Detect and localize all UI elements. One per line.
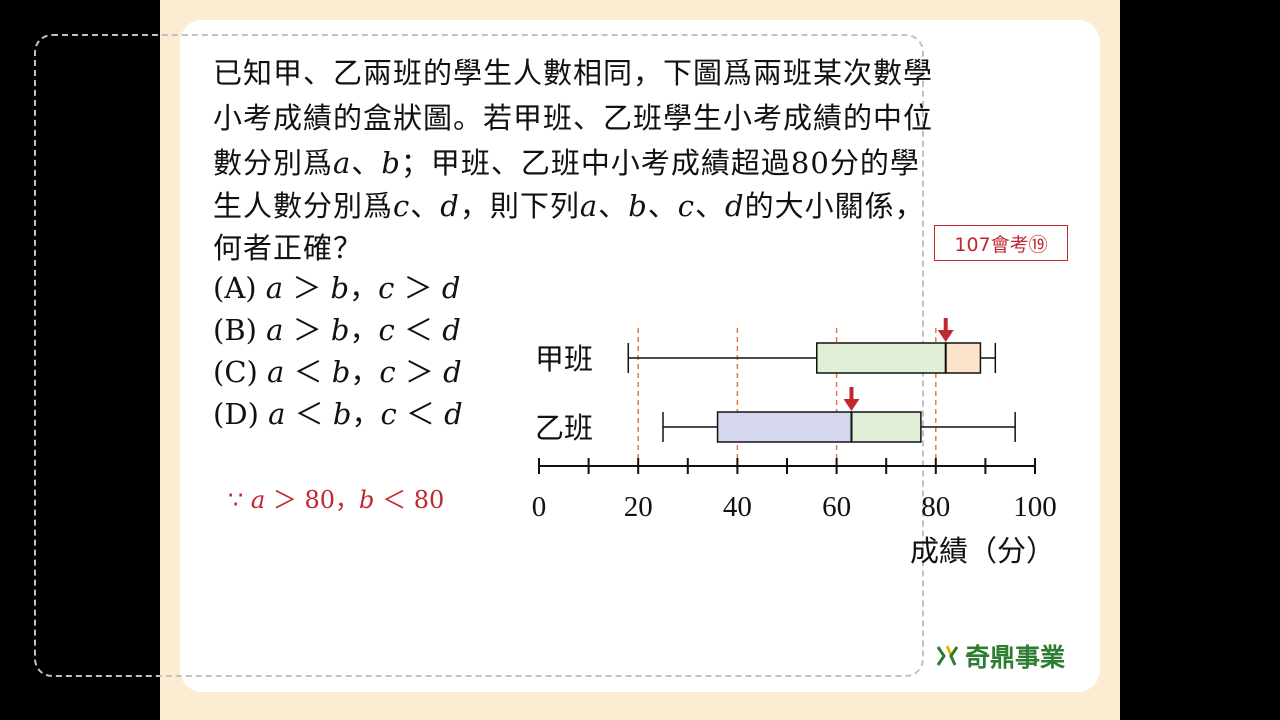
option-a[interactable]: (A) a ＞ b，c ＞ d — [213, 271, 461, 305]
option-c[interactable]: (C) a ＜ b，c ＞ d — [213, 355, 462, 389]
box-lower-half — [816, 342, 947, 374]
box-upper-half — [944, 342, 982, 374]
x-tick-label: 20 — [624, 491, 653, 523]
question-line-1: 已知甲、乙兩班的學生人數相同，下圖爲兩班某次數學 — [213, 56, 934, 90]
publisher-logo-icon — [936, 645, 959, 666]
median-arrow-head — [937, 330, 954, 342]
question-line-5: 何者正確？ — [213, 231, 364, 265]
x-tick-label: 80 — [921, 491, 950, 523]
exam-source-badge: 107會考⑲ — [934, 225, 1068, 261]
x-axis-label: 成績（分） — [910, 534, 1055, 568]
question-line-3: 數分別爲a、b；甲班、乙班中小考成績超過80分的學 — [213, 146, 920, 180]
x-tick-label: 0 — [532, 491, 547, 523]
option-b[interactable]: (B) a ＞ b，c ＜ d — [213, 313, 461, 347]
x-tick-label: 60 — [822, 491, 851, 523]
option-d[interactable]: (D) a ＜ b，c ＜ d — [213, 397, 463, 431]
question-line-2: 小考成績的盒狀圖。若甲班、乙班學生小考成績的中位 — [213, 101, 934, 135]
box-upper-half — [850, 411, 922, 443]
x-tick-label: 40 — [723, 491, 752, 523]
solution-hint: ∵ a ＞ 80，b ＜ 80 — [228, 486, 445, 514]
series-label: 乙班 — [535, 411, 593, 445]
box-lower-half — [716, 411, 853, 443]
x-tick-label: 100 — [1013, 491, 1057, 523]
series-label: 甲班 — [535, 342, 593, 376]
publisher-logo-text: 奇鼎事業 — [965, 643, 1066, 672]
question-line-4: 生人數分別爲c、d，則下列a、b、c、d的大小關係， — [213, 189, 925, 223]
publisher-logo: 奇鼎事業 — [935, 638, 1065, 674]
median-arrow-head — [843, 399, 860, 411]
